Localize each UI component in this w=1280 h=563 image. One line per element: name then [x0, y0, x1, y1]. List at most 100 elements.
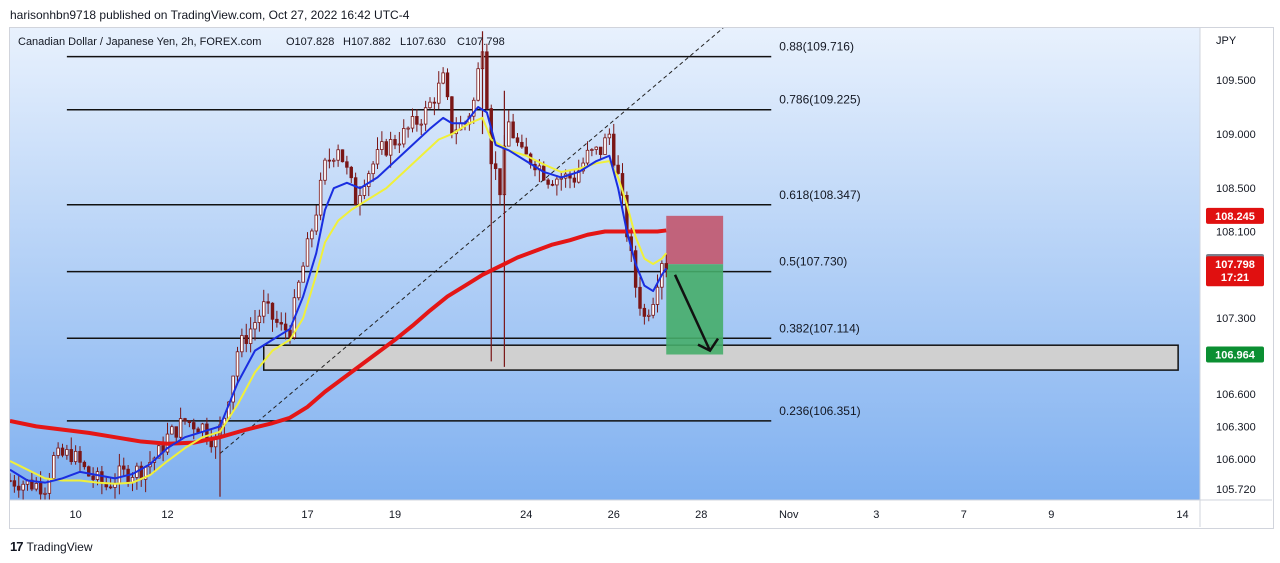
chart-frame[interactable] — [9, 27, 1274, 529]
candle-body — [283, 323, 288, 331]
candle-body — [638, 286, 642, 309]
candle-body — [43, 492, 47, 495]
price-tag-green — [1206, 346, 1264, 363]
candle-body — [279, 322, 283, 325]
candle-body — [585, 149, 590, 164]
candle-body — [240, 335, 244, 353]
candle-body — [100, 471, 104, 484]
candle-body — [472, 99, 476, 117]
candle-body — [642, 307, 647, 317]
time-tick-label: 28 — [695, 509, 707, 521]
candle-body — [266, 301, 270, 304]
candle-body — [235, 351, 240, 377]
plot-layer: 0.88(109.716) 0.786(109.225) 0.618(108.347… — [10, 28, 1179, 500]
candle-body — [590, 149, 594, 151]
price-tag-red — [1206, 207, 1264, 224]
candle-body — [310, 230, 314, 240]
ema-fast-line — [10, 106, 668, 484]
candle-body — [305, 238, 310, 267]
candle-body — [406, 127, 410, 130]
candle-body — [507, 121, 511, 147]
candle-body — [38, 482, 43, 495]
candle-body — [122, 465, 126, 470]
candle-body — [493, 163, 498, 170]
candle-body — [511, 121, 515, 139]
ema-slow-line — [10, 116, 668, 485]
candle-body — [196, 428, 200, 433]
candle-body — [157, 445, 161, 459]
candle-body — [17, 485, 21, 491]
time-tick-label: 12 — [161, 509, 173, 521]
candle-body — [340, 149, 345, 163]
time-tick-label: 24 — [520, 509, 532, 521]
ohlc-value-h: H107.882 — [343, 36, 391, 48]
candle-body — [244, 335, 248, 344]
candle-body — [349, 166, 353, 179]
price-tag-label: 107.798 — [1215, 259, 1255, 271]
axis-layer: 109.500 109.000 108.500 108.100 107.300 106.6… — [70, 75, 1256, 521]
candle-body — [174, 426, 178, 438]
time-tick-label: Nov — [779, 509, 799, 521]
chart-legend-ohlc: O107.828 H107.882 L107.630 C107.798 — [286, 36, 505, 48]
candle-body — [108, 486, 113, 489]
candle-body — [56, 447, 60, 456]
candle-body — [647, 314, 651, 317]
candle-body — [384, 141, 388, 156]
candle-body — [262, 301, 266, 317]
candle-body — [270, 302, 275, 320]
price-tick-label: 107.300 — [1216, 313, 1256, 325]
candle-body — [428, 101, 432, 109]
price-tag-label: 106.964 — [1215, 350, 1256, 362]
candle-body — [73, 450, 78, 463]
candle-body — [476, 68, 480, 101]
price-tick-label: 106.300 — [1216, 421, 1256, 433]
ohlc-value-l: L107.630 — [400, 36, 446, 48]
candle-body — [301, 265, 305, 283]
fib-level-label: 0.618(108.347) — [779, 188, 860, 202]
candle-body — [397, 143, 402, 146]
short-arrow-shaft — [673, 274, 712, 352]
candle-body — [60, 447, 65, 456]
fib-level-label: 0.786(109.225) — [779, 93, 860, 107]
candle-body — [297, 281, 301, 299]
ohlc-value-o: O107.828 — [286, 36, 334, 48]
candle-body — [546, 179, 550, 185]
candle-body — [651, 304, 655, 316]
time-tick-label: 9 — [1048, 509, 1054, 521]
candle-body — [655, 286, 660, 305]
candle-body — [367, 173, 371, 187]
candle-body — [10, 480, 12, 482]
candle-body — [183, 418, 187, 422]
time-tick-label: 19 — [389, 509, 401, 521]
plot-background — [10, 28, 1200, 500]
candle-body — [485, 51, 489, 109]
fib-level-label: 0.236(106.351) — [779, 404, 860, 418]
candle-body — [616, 164, 620, 174]
candle-body — [362, 186, 367, 196]
price-tick-label: 109.000 — [1216, 129, 1256, 141]
candle-body — [336, 149, 340, 161]
candle-body — [91, 475, 95, 480]
stop-loss-zone — [666, 215, 724, 265]
candle-body — [82, 461, 87, 468]
candle-body — [524, 146, 528, 155]
candle-body — [34, 482, 38, 490]
candle-body — [65, 449, 69, 456]
candle-body — [187, 420, 192, 423]
candle-body — [572, 177, 577, 183]
candle-body — [380, 141, 384, 150]
candle-body — [345, 161, 349, 168]
ohlc-value-c: C107.798 — [457, 36, 505, 48]
time-tick-label: 26 — [608, 509, 620, 521]
candle-body — [314, 214, 318, 232]
publish-info: harisonhbn9718 published on TradingView.… — [10, 8, 410, 22]
price-tick-label: 108.500 — [1216, 183, 1256, 195]
candle-body — [178, 418, 183, 438]
candle-body — [87, 466, 91, 477]
candle-body — [445, 72, 450, 98]
time-tick-label: 10 — [70, 509, 82, 521]
price-tag-countdown: 17:21 — [1221, 272, 1249, 284]
price-tick-label: 105.720 — [1216, 484, 1256, 496]
